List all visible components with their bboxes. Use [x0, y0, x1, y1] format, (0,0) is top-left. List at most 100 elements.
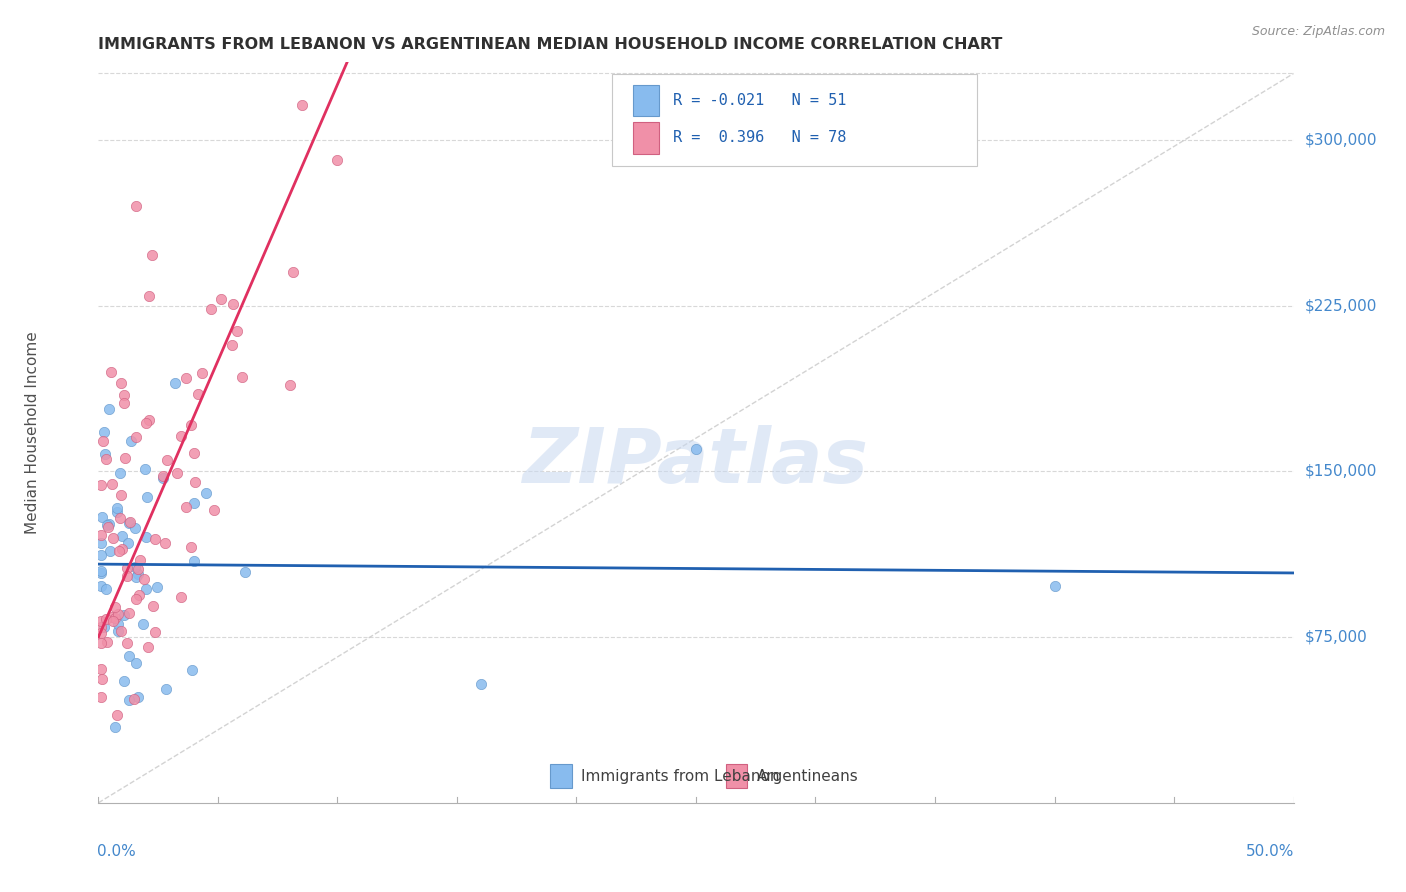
- Point: [90, 566, 112, 580]
- Point: [90, 535, 112, 549]
- Point: [98, 543, 121, 558]
- Point: [107, 607, 129, 621]
- Text: $150,000: $150,000: [1305, 464, 1376, 479]
- Point: [97, 516, 120, 531]
- Point: [105, 708, 128, 723]
- Point: [128, 552, 150, 566]
- Point: [146, 580, 169, 594]
- Point: [174, 500, 197, 515]
- Point: [94, 447, 117, 461]
- Point: [470, 677, 492, 691]
- Point: [170, 591, 193, 605]
- Point: [98, 402, 121, 417]
- Point: [118, 692, 141, 706]
- FancyBboxPatch shape: [613, 73, 977, 166]
- Point: [110, 488, 132, 502]
- Point: [90, 673, 112, 687]
- Point: [132, 616, 155, 631]
- Point: [135, 530, 157, 544]
- Text: $225,000: $225,000: [1305, 298, 1376, 313]
- Point: [117, 535, 139, 549]
- Text: R = -0.021   N = 51: R = -0.021 N = 51: [673, 94, 846, 109]
- Point: [155, 682, 177, 697]
- Point: [90, 527, 112, 541]
- Point: [209, 292, 232, 306]
- Bar: [633, 86, 659, 117]
- Point: [225, 324, 247, 338]
- Point: [231, 370, 253, 384]
- Point: [93, 619, 115, 633]
- Point: [125, 592, 148, 607]
- Bar: [725, 764, 748, 788]
- Point: [152, 469, 174, 483]
- Text: $75,000: $75,000: [1305, 630, 1368, 645]
- Point: [124, 520, 146, 534]
- Point: [174, 371, 197, 385]
- Point: [152, 471, 174, 485]
- Point: [125, 430, 148, 444]
- Point: [136, 640, 159, 654]
- Point: [163, 376, 186, 390]
- Point: [170, 429, 193, 443]
- Point: [180, 663, 202, 677]
- Point: [90, 614, 112, 628]
- Point: [118, 515, 141, 529]
- Point: [233, 566, 256, 580]
- Text: $300,000: $300,000: [1305, 132, 1376, 147]
- Point: [112, 388, 135, 402]
- Point: [120, 434, 142, 449]
- Point: [1043, 579, 1066, 593]
- Point: [183, 446, 205, 460]
- Point: [115, 636, 138, 650]
- Bar: [550, 764, 572, 788]
- Text: R =  0.396   N = 78: R = 0.396 N = 78: [673, 130, 846, 145]
- Point: [104, 720, 127, 734]
- Point: [114, 451, 136, 466]
- Point: [91, 434, 114, 448]
- Point: [138, 413, 160, 427]
- Point: [180, 540, 202, 554]
- Point: [110, 511, 132, 525]
- Point: [90, 636, 112, 650]
- Point: [132, 572, 155, 586]
- Point: [221, 338, 243, 352]
- Point: [124, 692, 146, 706]
- Point: [103, 611, 125, 625]
- Point: [128, 588, 150, 602]
- Point: [96, 635, 118, 649]
- Point: [101, 614, 124, 628]
- Point: [90, 565, 112, 579]
- Point: [94, 612, 117, 626]
- Point: [118, 516, 141, 531]
- Text: ZIPatlas: ZIPatlas: [523, 425, 869, 500]
- Point: [135, 416, 157, 430]
- Point: [283, 264, 305, 278]
- Point: [94, 582, 117, 597]
- Point: [187, 387, 209, 401]
- Point: [136, 490, 159, 504]
- Point: [127, 562, 149, 576]
- Point: [291, 98, 314, 112]
- Text: 0.0%: 0.0%: [97, 844, 136, 858]
- Point: [114, 395, 136, 409]
- Text: Median Household Income: Median Household Income: [25, 331, 41, 534]
- Point: [93, 425, 115, 439]
- Point: [190, 366, 212, 380]
- Text: Immigrants from Lebanon: Immigrants from Lebanon: [581, 769, 780, 784]
- Point: [101, 531, 124, 545]
- Point: [110, 624, 132, 639]
- Point: [118, 606, 141, 620]
- Point: [166, 467, 188, 481]
- Point: [124, 560, 146, 574]
- Point: [125, 199, 148, 213]
- Point: [107, 624, 129, 638]
- Point: [100, 476, 122, 491]
- Point: [134, 461, 156, 475]
- Point: [183, 475, 205, 490]
- Point: [96, 452, 118, 467]
- Point: [142, 599, 165, 614]
- Point: [118, 648, 141, 663]
- Point: [117, 561, 139, 575]
- Point: [326, 153, 349, 168]
- Point: [125, 569, 148, 583]
